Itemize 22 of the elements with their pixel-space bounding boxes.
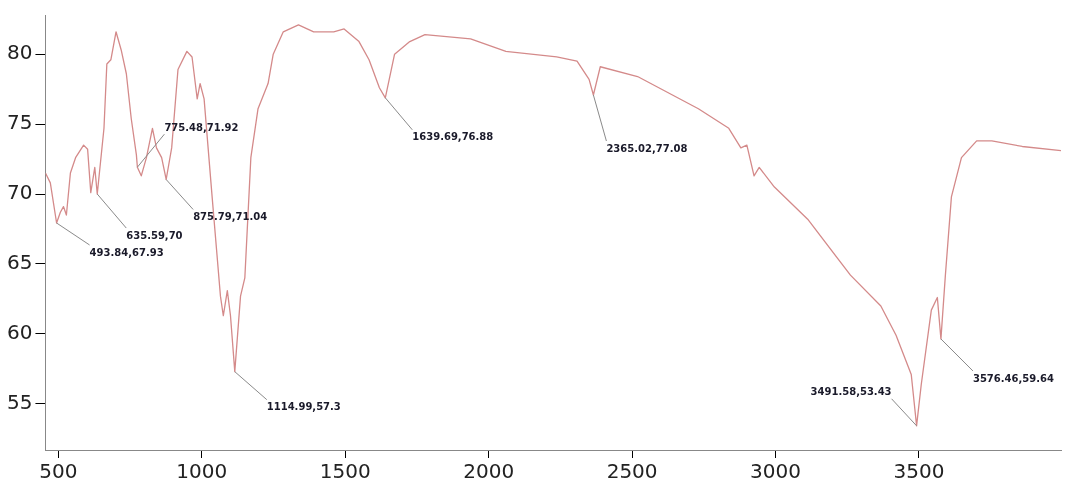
annotation: 1114.99,57.3 xyxy=(266,401,341,413)
x-tick-label: 3000 xyxy=(750,459,802,484)
x-tick-label: 500 xyxy=(39,459,78,484)
annotation: 2365.02,77.08 xyxy=(606,142,688,154)
y-tick-label: 55 xyxy=(7,390,33,415)
y-tick-label: 75 xyxy=(7,110,33,135)
annotation: 3576.46,59.64 xyxy=(972,372,1054,384)
x-tick-label: 1500 xyxy=(319,459,371,484)
y-tick-label: 80 xyxy=(7,40,33,65)
x-tick-label: 3500 xyxy=(893,459,945,484)
annotation: 3491.58,53.43 xyxy=(810,386,892,398)
annotation: 775.48,71.92 xyxy=(164,121,239,133)
y-tick-label: 65 xyxy=(7,250,33,275)
annotation: 493.84,67.93 xyxy=(89,246,164,258)
annotation: 875.79,71.04 xyxy=(193,211,268,223)
x-tick-label: 2000 xyxy=(463,459,515,484)
x-tick-label: 2500 xyxy=(606,459,658,484)
annotation: 1639.69,76.88 xyxy=(412,131,494,143)
y-tick-label: 60 xyxy=(7,320,33,345)
y-tick-label: 70 xyxy=(7,180,33,205)
x-tick-label: 1000 xyxy=(176,459,228,484)
annotation: 635.59,70 xyxy=(126,229,183,241)
